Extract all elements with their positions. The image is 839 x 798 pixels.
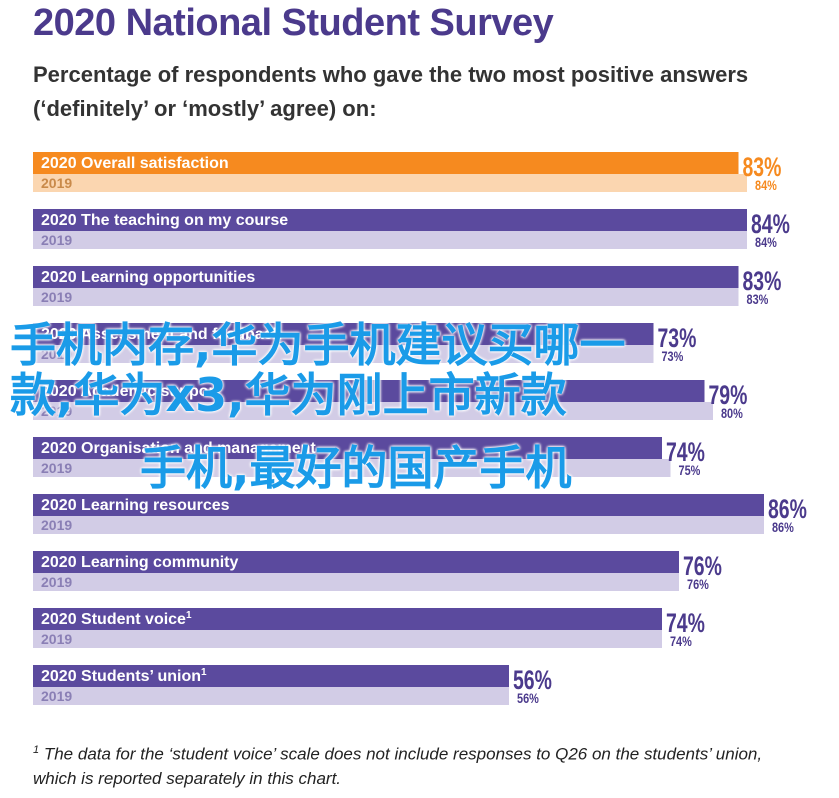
bar-year-2019: 2019 [41, 688, 72, 704]
bar-label-2020: 2020 Academic support [41, 383, 221, 400]
value-label-2019: 76% [687, 577, 709, 593]
bar-2020 [33, 209, 747, 231]
bar-2019 [33, 630, 662, 648]
bar-2019 [33, 231, 747, 249]
value-label-2020: 74% [666, 608, 705, 638]
value-label-2019: 83% [747, 292, 769, 308]
bar-2019 [33, 573, 679, 591]
value-label-2019: 84% [755, 235, 777, 251]
bar-year-2019: 2019 [41, 517, 72, 533]
bar-label-2020: 2020 Learning resources [41, 497, 230, 514]
value-label-2019: 73% [662, 349, 684, 365]
bar-label-2020: 2020 Assessment and feedback [41, 326, 282, 343]
value-label-2019: 75% [679, 463, 701, 479]
value-label-2019: 56% [517, 691, 539, 707]
chart-title: 2020 National Student Survey [33, 2, 554, 44]
bar-2019 [33, 174, 747, 192]
value-label-2019: 86% [772, 520, 794, 536]
bar-label-2020: 2020 The teaching on my course [41, 212, 288, 229]
bar-label-2020: 2020 Students’ union1 [41, 667, 207, 685]
bar-2019 [33, 459, 671, 477]
bar-year-2019: 2019 [41, 631, 72, 647]
value-label-2019: 74% [670, 634, 692, 650]
bar-label-2020: 2020 Learning opportunities [41, 269, 255, 286]
bar-2019 [33, 288, 739, 306]
value-label-2019: 80% [721, 406, 743, 422]
chart-subtitle: Percentage of respondents who gave the t… [33, 62, 749, 121]
bar-2020 [33, 380, 705, 402]
bar-year-2019: 2019 [41, 175, 72, 191]
bar-label-2020: 2020 Student voice1 [41, 610, 192, 628]
value-label-2020: 79% [709, 380, 748, 410]
footnote-mark: 1 [33, 744, 40, 756]
bar-year-2019: 2019 [41, 346, 72, 362]
value-label-2020: 84% [751, 209, 790, 239]
value-label-2020: 83% [743, 152, 782, 182]
bar-label-2020: 2020 Overall satisfaction [41, 155, 229, 172]
bar-2019 [33, 402, 713, 420]
bar-year-2019: 2019 [41, 460, 72, 476]
bar-label-2020: 2020 Learning community [41, 554, 239, 571]
value-label-2020: 56% [513, 665, 552, 695]
bar-2019 [33, 345, 654, 363]
bar-2020 [33, 152, 739, 174]
bar-2020 [33, 323, 654, 345]
value-label-2020: 83% [743, 266, 782, 296]
bar-2020 [33, 437, 662, 459]
footnote: 1 The data for the ‘student voice’ scale… [33, 738, 793, 791]
bar-label-2020: 2020 Organisation and management [41, 440, 316, 457]
value-label-2019: 84% [755, 178, 777, 194]
footnote-text: The data for the ‘student voice’ scale d… [33, 744, 763, 788]
bar-year-2019: 2019 [41, 232, 72, 248]
value-label-2020: 74% [666, 437, 705, 467]
bar-2019 [33, 516, 764, 534]
bar-2019 [33, 687, 509, 705]
bar-year-2019: 2019 [41, 574, 72, 590]
bar-year-2019: 2019 [41, 403, 72, 419]
bar-year-2019: 2019 [41, 289, 72, 305]
bar-2020 [33, 266, 739, 288]
value-label-2020: 76% [683, 551, 722, 581]
bar-2020 [33, 665, 509, 687]
value-label-2020: 73% [658, 323, 697, 353]
bar-2020 [33, 608, 662, 630]
bar-2020 [33, 494, 764, 516]
value-label-2020: 86% [768, 494, 807, 524]
bar-2020 [33, 551, 679, 573]
